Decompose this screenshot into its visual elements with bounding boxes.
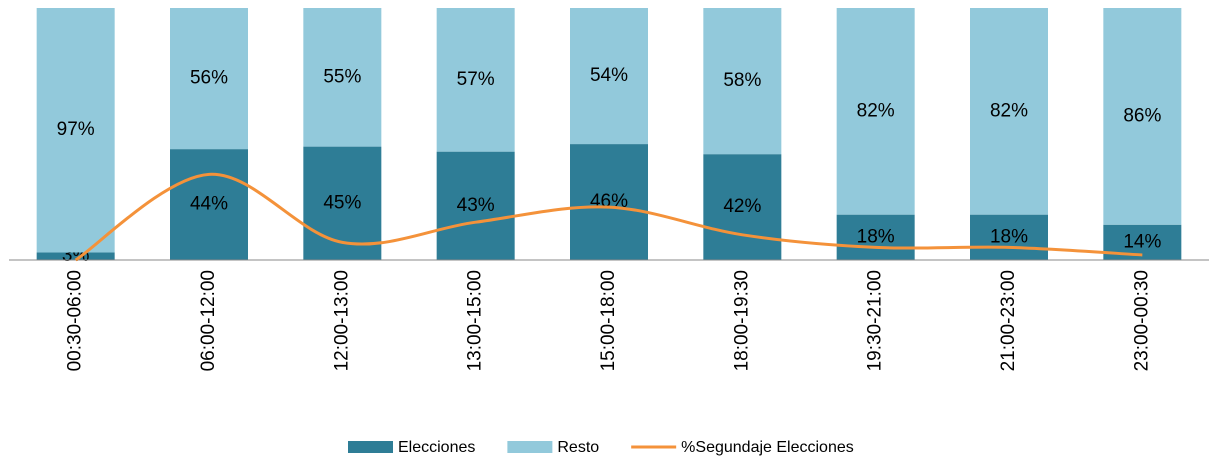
legend-label: %Segundaje Elecciones (681, 439, 854, 456)
line (74, 172, 1143, 262)
bar-segment (170, 8, 248, 150)
x-tick-label: 23:00-00:30 (1131, 270, 1152, 371)
bar-segment (436, 151, 515, 260)
bar-segment (170, 149, 248, 260)
data-label: 54% (590, 65, 628, 86)
data-label: 58% (723, 70, 761, 91)
data-label: 57% (457, 69, 495, 90)
data-label: 82% (857, 100, 895, 121)
x-tick-label: 21:00-23:00 (998, 270, 1019, 371)
bar-segment (970, 8, 1048, 215)
data-label: 43% (457, 195, 495, 216)
data-label: 14% (1123, 231, 1161, 252)
data-label: 56% (190, 68, 228, 89)
legend-label: Resto (557, 439, 599, 456)
x-tick-label: 19:30-21:00 (865, 270, 886, 371)
data-label: 97% (57, 119, 95, 140)
data-label: 55% (323, 66, 361, 87)
x-tick-label: 15:00-18:00 (598, 270, 619, 371)
bar-segment (836, 214, 915, 260)
legend-swatch (507, 441, 553, 453)
x-tick-label: 12:00-13:00 (331, 270, 352, 371)
x-tick-label: 13:00-15:00 (465, 270, 486, 371)
bar-segment (36, 8, 115, 253)
x-tick-label: 00:30-06:00 (65, 270, 86, 371)
bar-segment (1103, 8, 1182, 225)
data-label: 42% (723, 196, 761, 217)
bar-segment (303, 8, 382, 147)
data-label: 18% (990, 226, 1028, 247)
bar-segment (36, 252, 115, 260)
data-label: 86% (1123, 105, 1161, 126)
bar-segment (570, 8, 648, 145)
bar-segment (703, 154, 782, 260)
data-label: 45% (323, 192, 361, 213)
bar-segment (836, 8, 915, 215)
x-tick-label: 06:00-12:00 (198, 270, 219, 371)
legend-swatch (348, 441, 393, 453)
data-label: 82% (990, 100, 1028, 121)
data-label: 18% (857, 226, 895, 247)
bar-segment (570, 144, 648, 260)
legend-label: Elecciones (398, 439, 475, 456)
data-label: 44% (190, 194, 228, 215)
bar-segment (703, 8, 782, 155)
x-tick-label: 18:00-19:30 (731, 270, 752, 371)
bar-segment (970, 214, 1048, 260)
bar-segment (436, 8, 515, 152)
